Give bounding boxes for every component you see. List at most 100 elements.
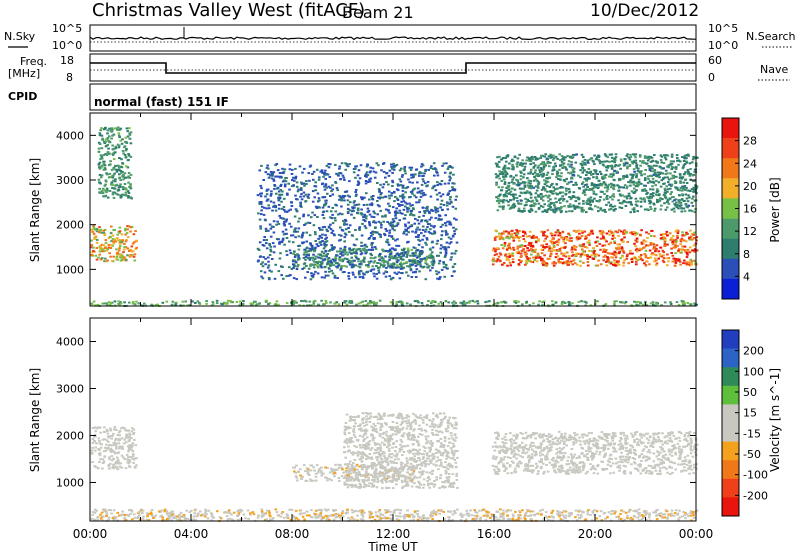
heatmap-cell bbox=[605, 160, 609, 163]
heatmap-cell bbox=[425, 219, 428, 222]
heatmap-cell bbox=[114, 437, 118, 440]
heatmap-cell bbox=[501, 200, 505, 203]
heatmap-cell bbox=[564, 156, 567, 159]
heatmap-cell bbox=[684, 250, 687, 253]
heatmap-cell bbox=[508, 252, 511, 255]
heatmap-cell bbox=[542, 172, 545, 175]
heatmap-cell bbox=[290, 268, 294, 270]
heatmap-cell bbox=[663, 245, 667, 247]
heatmap-cell bbox=[314, 240, 317, 242]
heatmap-cell bbox=[521, 303, 524, 306]
heatmap-cell bbox=[278, 214, 281, 217]
heatmap-cell bbox=[451, 186, 454, 189]
heatmap-cell bbox=[422, 180, 425, 183]
heatmap-cell bbox=[322, 247, 326, 250]
heatmap-cell bbox=[662, 257, 666, 260]
heatmap-cell bbox=[113, 180, 117, 183]
heatmap-cell bbox=[528, 235, 531, 238]
heatmap-cell bbox=[447, 166, 450, 169]
heatmap-cell bbox=[125, 127, 129, 130]
heatmap-cell bbox=[605, 264, 609, 267]
heatmap-cell bbox=[333, 217, 337, 220]
heatmap-cell bbox=[405, 302, 409, 305]
heatmap-cell bbox=[550, 250, 553, 253]
heatmap-cell bbox=[515, 178, 518, 181]
heatmap-cell bbox=[617, 234, 620, 237]
heatmap-cell bbox=[400, 167, 403, 170]
heatmap-cell bbox=[425, 263, 429, 266]
heatmap-cell bbox=[327, 163, 330, 165]
heatmap-cell bbox=[505, 230, 508, 233]
heatmap-cell bbox=[675, 206, 679, 209]
heatmap-cell bbox=[267, 176, 271, 179]
heatmap-cell bbox=[612, 172, 615, 175]
heatmap-cell bbox=[257, 259, 260, 262]
heatmap-cell bbox=[496, 163, 499, 166]
heatmap-cell bbox=[376, 213, 379, 216]
heatmap-cell bbox=[548, 258, 551, 260]
heatmap-cell bbox=[263, 271, 267, 274]
heatmap-cell bbox=[517, 250, 520, 253]
heatmap-cell bbox=[445, 233, 448, 236]
heatmap-cell bbox=[471, 299, 474, 302]
heatmap-cell bbox=[283, 224, 286, 227]
heatmap-cell bbox=[519, 256, 523, 258]
heatmap-cell bbox=[373, 212, 377, 215]
heatmap-cell bbox=[517, 300, 520, 303]
heatmap-cell bbox=[278, 172, 282, 174]
heatmap-cell bbox=[684, 262, 688, 265]
heatmap-cell bbox=[438, 191, 441, 194]
heatmap-cell bbox=[678, 194, 681, 197]
heatmap-cell bbox=[448, 179, 451, 182]
heatmap-cell bbox=[683, 155, 687, 158]
heatmap-cell bbox=[516, 236, 520, 239]
heatmap-cell bbox=[333, 274, 337, 277]
heatmap-cell bbox=[495, 260, 499, 263]
heatmap-cell bbox=[98, 426, 102, 429]
heatmap-cell bbox=[638, 154, 642, 157]
heatmap-cell bbox=[401, 189, 405, 192]
heatmap-cell bbox=[549, 206, 552, 209]
heatmap-cell bbox=[401, 174, 404, 177]
heatmap-cell bbox=[323, 258, 327, 261]
heatmap-cell bbox=[677, 163, 680, 166]
heatmap-cell bbox=[94, 449, 97, 452]
heatmap-cell bbox=[373, 176, 377, 179]
heatmap-cell bbox=[687, 204, 691, 207]
heatmap-cell bbox=[454, 198, 457, 201]
heatmap-cell bbox=[644, 300, 647, 303]
heatmap-cell bbox=[104, 138, 108, 141]
heatmap-cell bbox=[124, 136, 128, 139]
heatmap-cell bbox=[388, 258, 391, 261]
heatmap-cell bbox=[639, 301, 642, 304]
heatmap-cell bbox=[443, 171, 447, 174]
nave-tick-top: 60 bbox=[708, 54, 722, 67]
heatmap-cell bbox=[327, 205, 331, 208]
heatmap-cell bbox=[425, 257, 428, 260]
heatmap-cell bbox=[473, 300, 477, 303]
heatmap-cell bbox=[419, 265, 423, 268]
heatmap-cell bbox=[188, 304, 192, 307]
heatmap-cell bbox=[281, 237, 285, 240]
heatmap-cell bbox=[271, 172, 274, 175]
heatmap-cell bbox=[115, 255, 119, 258]
heatmap-cell bbox=[567, 160, 571, 163]
heatmap-cell bbox=[685, 205, 688, 208]
heatmap-cell bbox=[400, 265, 403, 268]
heatmap-cell bbox=[372, 261, 376, 264]
heatmap-cell bbox=[440, 180, 444, 182]
heatmap-cell bbox=[425, 243, 428, 246]
heatmap-cell bbox=[569, 155, 572, 158]
heatmap-cell bbox=[674, 245, 677, 248]
heatmap-cell bbox=[262, 256, 265, 259]
heatmap-cell bbox=[320, 228, 324, 231]
heatmap-cell bbox=[402, 254, 405, 257]
heatmap-cell bbox=[434, 189, 438, 192]
heatmap-cell bbox=[633, 187, 636, 190]
heatmap-cell bbox=[565, 189, 568, 192]
heatmap-cell bbox=[346, 260, 350, 263]
heatmap-cell bbox=[440, 238, 443, 241]
heatmap-cell bbox=[572, 191, 576, 194]
heatmap-cell bbox=[131, 457, 134, 460]
heatmap-cell bbox=[596, 264, 600, 267]
